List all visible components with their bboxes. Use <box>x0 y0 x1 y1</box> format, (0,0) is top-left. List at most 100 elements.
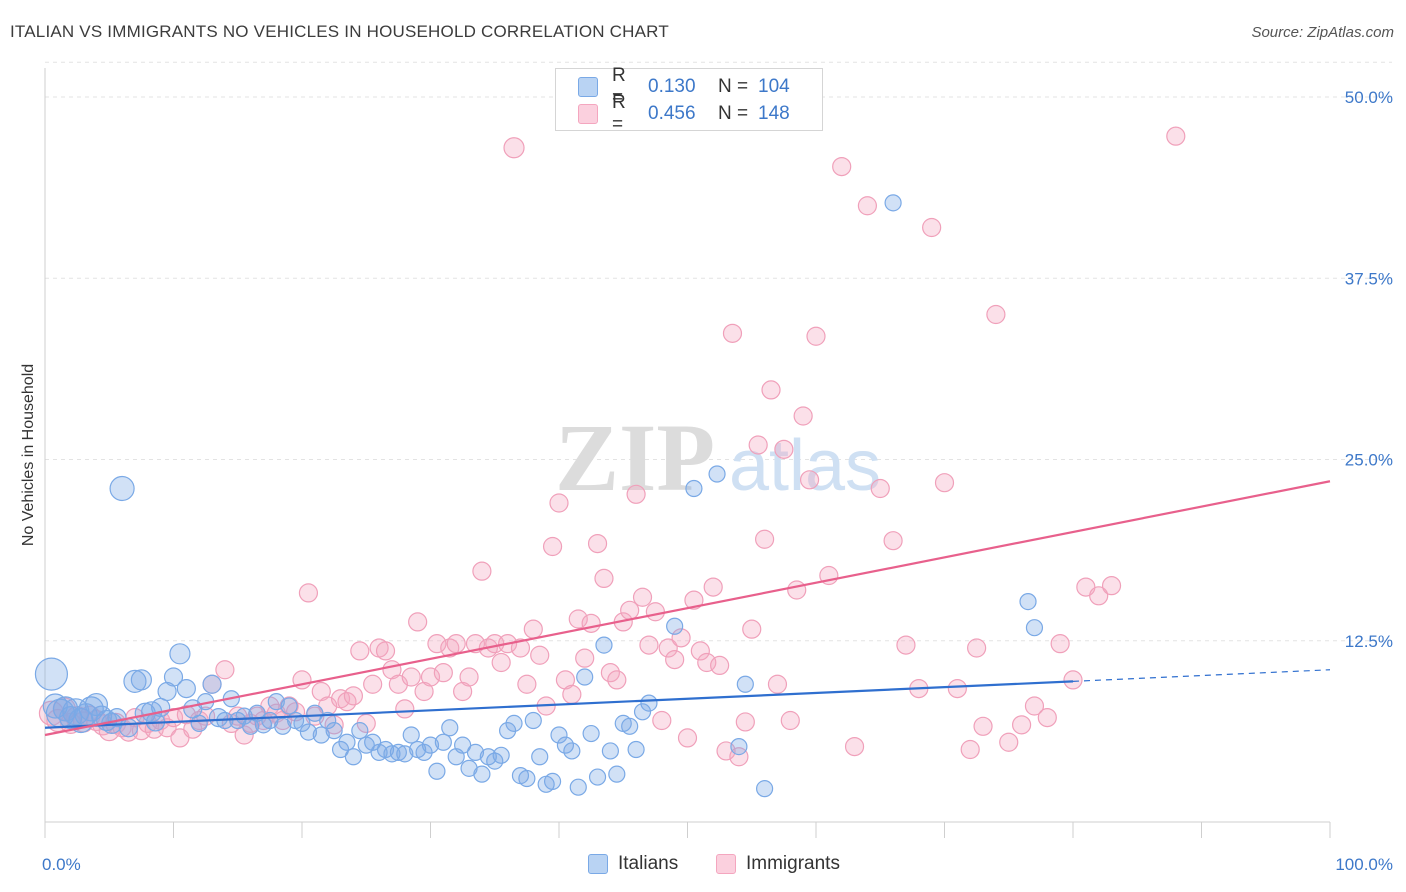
r-label: R = <box>612 92 626 135</box>
italians-points <box>34 194 1044 798</box>
source-label: Source: ZipAtlas.com <box>1251 24 1394 41</box>
italians-point <box>550 726 568 744</box>
italians-point <box>627 740 645 759</box>
legend-row-italians: R = 0.130 N = 104 <box>578 65 790 108</box>
immigrants-point <box>684 590 704 610</box>
immigrants-point <box>215 660 235 680</box>
italians-point <box>505 714 523 733</box>
italians-point <box>344 748 362 766</box>
italians-point <box>421 736 440 754</box>
immigrants-point <box>343 686 363 706</box>
italians-point <box>235 707 253 725</box>
r-label: R = <box>612 65 626 108</box>
immigrants-point <box>986 304 1006 325</box>
italians-point <box>319 711 337 730</box>
italians-point <box>118 718 139 738</box>
immigrants-point <box>767 674 788 694</box>
italians-point <box>454 736 472 754</box>
immigrants-point <box>395 699 415 719</box>
immigrants-point <box>799 470 820 490</box>
immigrants-point <box>690 641 710 661</box>
watermark-atlas: atlas <box>729 426 881 506</box>
immigrants-point <box>780 710 800 731</box>
x-tick-label-min: 0.0% <box>42 855 81 874</box>
immigrants-point <box>298 583 319 603</box>
italians-point <box>190 714 208 733</box>
tick-labels: 12.5% 25.0% 37.5% 50.0% 0.0% 100.0% <box>42 88 1393 874</box>
immigrants-point <box>427 634 447 654</box>
immigrants-point <box>581 613 601 633</box>
immigrants-point <box>754 529 775 549</box>
immigrants-point <box>729 747 749 767</box>
immigrants-point <box>587 533 608 554</box>
immigrants-swatch <box>578 104 598 124</box>
italians-point <box>176 678 196 699</box>
italians-point <box>325 722 343 740</box>
immigrants-point <box>523 619 543 639</box>
italians-point <box>730 737 748 756</box>
italians-point <box>338 733 356 751</box>
y-tick-label: 37.5% <box>1345 269 1393 288</box>
immigrants-point <box>408 612 428 632</box>
immigrants-point <box>671 628 691 648</box>
italians-point <box>524 711 542 730</box>
n-label: N = <box>718 76 749 97</box>
italians-point <box>123 669 147 693</box>
immigrants-point <box>658 638 678 658</box>
italians-point <box>685 479 703 498</box>
immigrants-r-value: 0.456 <box>648 103 696 124</box>
immigrants-point <box>677 728 698 748</box>
italians-r-value: 0.130 <box>648 76 696 97</box>
immigrants-point <box>793 406 813 426</box>
italians-point <box>434 733 452 751</box>
immigrants-point <box>665 649 685 670</box>
italians-point <box>563 742 581 760</box>
immigrants-point <box>607 670 627 690</box>
immigrants-point <box>710 655 730 676</box>
italians-point <box>633 703 652 721</box>
immigrants-point <box>844 736 865 757</box>
immigrants-point <box>459 667 479 687</box>
y-tick-label: 50.0% <box>1345 88 1393 107</box>
italians-point <box>163 667 184 687</box>
immigrants-point <box>472 561 492 581</box>
italians-point <box>202 674 222 694</box>
y-tick-label: 25.0% <box>1345 451 1393 470</box>
italians-point <box>267 693 285 711</box>
italians-point <box>299 723 318 741</box>
immigrants-point <box>1050 634 1070 654</box>
immigrants-point <box>510 638 531 658</box>
italians-point <box>280 697 298 715</box>
immigrants-point <box>806 326 826 346</box>
immigrants-point <box>363 674 383 694</box>
italians-point <box>736 675 754 693</box>
immigrants-point <box>934 473 955 493</box>
bottom-legend-italians: Italians <box>588 852 678 876</box>
immigrants-point <box>491 652 511 673</box>
watermark: ZIP atlas <box>555 404 881 511</box>
immigrants-trend-line <box>44 480 1331 737</box>
italians-point <box>1025 619 1044 637</box>
immigrants-point <box>742 619 762 639</box>
italians-point <box>428 762 446 780</box>
immigrants-point <box>774 439 794 459</box>
italians-point <box>543 772 562 791</box>
immigrants-point <box>503 137 525 159</box>
immigrants-point <box>375 641 396 661</box>
italians-point <box>595 636 613 654</box>
italians-point <box>364 733 382 751</box>
watermark-zip: ZIP <box>555 404 715 511</box>
italians-point <box>569 778 587 796</box>
italians-point <box>466 743 485 762</box>
italians-point <box>1019 592 1037 611</box>
immigrants-legend-swatch <box>716 854 736 874</box>
immigrants-point <box>549 493 569 513</box>
immigrants-point <box>787 580 807 600</box>
italians-trend-extension <box>1072 669 1331 682</box>
x-tick-label-max: 100.0% <box>1335 855 1393 874</box>
immigrants-point <box>530 645 550 665</box>
stats-legend: R = 0.130 N = 104 R = 0.456 N = 148 <box>555 65 823 135</box>
immigrants-point <box>632 587 653 607</box>
immigrants-point <box>947 678 967 699</box>
